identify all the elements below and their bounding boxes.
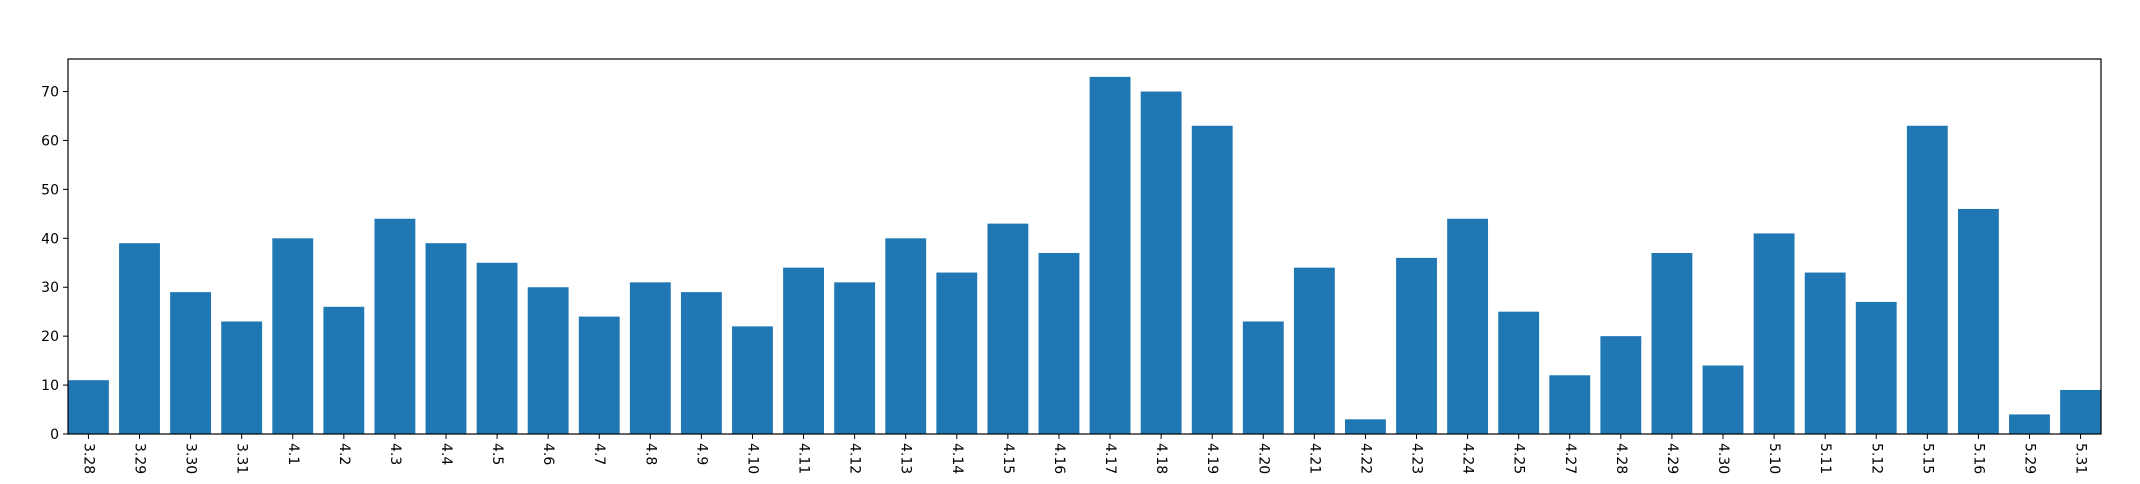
bar-4.13 bbox=[885, 238, 927, 434]
bar-5.29 bbox=[2009, 414, 2050, 434]
bar-5.12 bbox=[1855, 301, 1897, 434]
bar-4.16 bbox=[1038, 252, 1080, 434]
y-tick-label: 0 bbox=[50, 427, 59, 443]
bar-4.27 bbox=[1549, 375, 1591, 434]
bar-4.8 bbox=[629, 282, 671, 434]
bar-4.17 bbox=[1089, 76, 1131, 435]
bar-4.14 bbox=[936, 272, 978, 434]
bar-4.9 bbox=[680, 292, 722, 434]
bar-4.1 bbox=[272, 238, 314, 434]
x-tick-label: 5.15 bbox=[1919, 443, 1935, 474]
x-tick-label: 4.15 bbox=[1000, 443, 1016, 474]
bar-4.21 bbox=[1293, 267, 1335, 434]
x-tick-label: 4.7 bbox=[591, 443, 607, 465]
x-tick-label: 4.1 bbox=[285, 443, 301, 465]
plot-frame bbox=[67, 58, 2102, 435]
x-tick-label: 5.31 bbox=[2073, 443, 2089, 474]
y-tick-label: 70 bbox=[41, 85, 59, 101]
bar-5.15 bbox=[1906, 125, 1948, 434]
bar-3.28 bbox=[68, 380, 109, 434]
x-tick-label: 4.22 bbox=[1357, 443, 1373, 474]
bar-4.3 bbox=[374, 218, 416, 434]
bar-4.25 bbox=[1498, 311, 1540, 434]
y-tick-label: 20 bbox=[41, 329, 59, 345]
bar-3.31 bbox=[221, 321, 263, 434]
bar-4.24 bbox=[1447, 218, 1489, 434]
bar-4.6 bbox=[527, 287, 569, 434]
x-tick-label: 4.19 bbox=[1204, 443, 1220, 474]
x-tick-label: 4.17 bbox=[1102, 443, 1118, 474]
x-tick-label: 4.8 bbox=[642, 443, 658, 465]
y-axis: 0 10 20 30 40 50 60 70 bbox=[41, 85, 68, 443]
bar-3.29 bbox=[119, 243, 160, 434]
bar-3.30 bbox=[170, 292, 212, 434]
x-tick-label: 5.16 bbox=[1970, 443, 1986, 474]
x-tick-label: 4.24 bbox=[1460, 443, 1476, 474]
x-tick-label: 4.25 bbox=[1511, 443, 1527, 474]
x-tick-label: 5.10 bbox=[1766, 443, 1782, 474]
bar-4.20 bbox=[1242, 321, 1284, 434]
bar-4.7 bbox=[578, 316, 620, 434]
x-tick-label: 4.6 bbox=[540, 443, 556, 465]
x-tick-label: 4.9 bbox=[693, 443, 709, 465]
bar-4.15 bbox=[987, 223, 1029, 434]
bar-4.22 bbox=[1345, 419, 1386, 434]
bars-layer bbox=[68, 76, 2101, 435]
bar-4.23 bbox=[1396, 257, 1437, 434]
x-tick-label: 3.28 bbox=[80, 443, 96, 474]
bar-4.10 bbox=[732, 326, 773, 434]
y-tick-label: 40 bbox=[41, 231, 59, 247]
bar-4.28 bbox=[1600, 336, 1642, 434]
x-tick-label: 4.14 bbox=[949, 443, 965, 474]
bar-4.12 bbox=[834, 282, 876, 434]
bar-4.18 bbox=[1140, 91, 1182, 434]
y-tick-label: 50 bbox=[41, 182, 59, 198]
bar-5.10 bbox=[1753, 233, 1795, 434]
bar-4.2 bbox=[323, 306, 365, 434]
x-tick-label: 4.18 bbox=[1153, 443, 1169, 474]
x-tick-label: 4.28 bbox=[1613, 443, 1629, 474]
x-axis: 3.28 3.29 3.30 3.31 4.1 4.2 4.3 4.4 4.5 4.6 4.7 4.8… bbox=[80, 434, 2089, 474]
x-tick-label: 4.30 bbox=[1715, 443, 1731, 474]
x-tick-label: 3.29 bbox=[132, 443, 148, 474]
bar-4.11 bbox=[783, 267, 824, 434]
y-tick-label: 60 bbox=[41, 133, 59, 149]
x-tick-label: 4.21 bbox=[1306, 443, 1322, 474]
y-tick-label: 30 bbox=[41, 280, 59, 296]
bar-4.29 bbox=[1651, 252, 1693, 434]
x-tick-label: 4.29 bbox=[1664, 443, 1680, 474]
bar-5.11 bbox=[1804, 272, 1846, 434]
x-tick-label: 4.23 bbox=[1409, 443, 1425, 474]
y-tick-label: 10 bbox=[41, 378, 59, 394]
bar-4.4 bbox=[425, 243, 467, 434]
x-tick-label: 4.16 bbox=[1051, 443, 1067, 474]
x-tick-label: 4.4 bbox=[438, 443, 454, 465]
bar-4.19 bbox=[1191, 125, 1233, 434]
bar-4.30 bbox=[1702, 365, 1744, 434]
x-tick-label: 4.11 bbox=[796, 443, 812, 474]
x-tick-label: 4.5 bbox=[489, 443, 505, 465]
x-tick-label: 5.12 bbox=[1868, 443, 1884, 474]
x-tick-label: 5.11 bbox=[1817, 443, 1833, 474]
x-tick-label: 4.2 bbox=[336, 443, 352, 465]
x-tick-label: 4.12 bbox=[847, 443, 863, 474]
x-tick-label: 4.3 bbox=[387, 443, 403, 465]
x-tick-label: 5.29 bbox=[2021, 443, 2037, 474]
x-tick-label: 4.20 bbox=[1255, 443, 1271, 474]
x-tick-label: 4.10 bbox=[744, 443, 760, 474]
x-tick-label: 3.31 bbox=[234, 443, 250, 474]
x-tick-label: 4.13 bbox=[898, 443, 914, 474]
bar-4.5 bbox=[476, 262, 518, 434]
x-tick-label: 3.30 bbox=[183, 443, 199, 474]
x-tick-label: 4.27 bbox=[1562, 443, 1578, 474]
bar-5.31 bbox=[2060, 389, 2101, 434]
bar-5.16 bbox=[1957, 208, 1999, 434]
